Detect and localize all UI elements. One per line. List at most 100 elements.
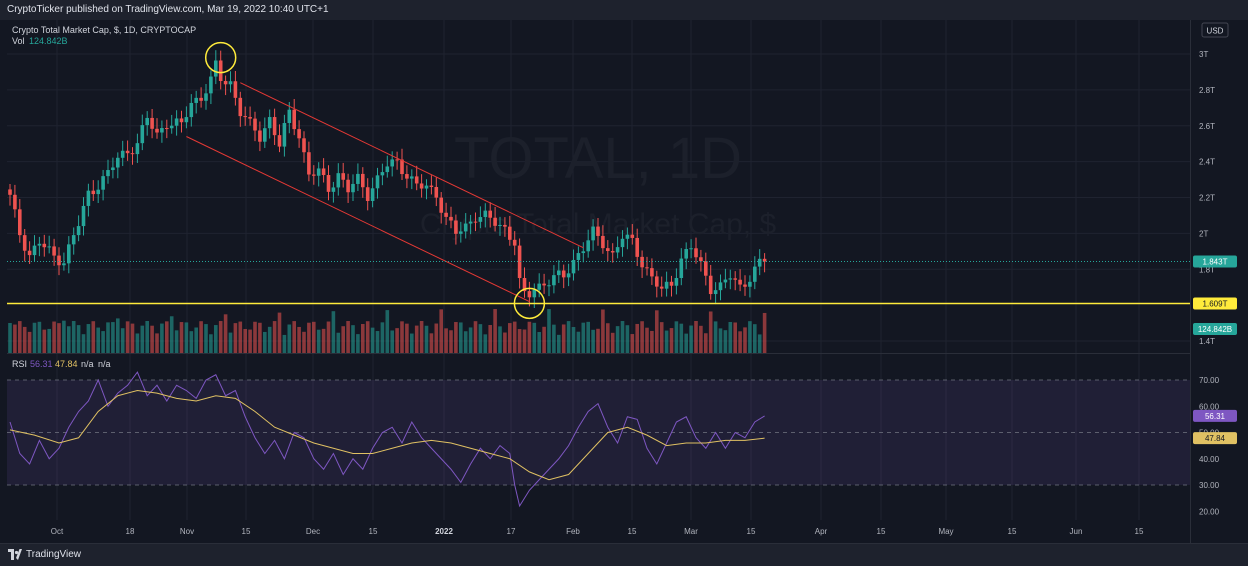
volume-bar	[380, 322, 385, 353]
candle-body	[620, 238, 625, 248]
volume-bar	[679, 323, 684, 353]
volume-bar	[135, 333, 140, 353]
candle	[488, 202, 492, 228]
candle	[757, 249, 762, 276]
rsi-legend[interactable]: RSI 56.31 47.84 n/a n/a	[12, 359, 111, 369]
candle-body	[400, 159, 404, 175]
volume-bar	[571, 327, 576, 353]
candle	[493, 206, 497, 232]
volume-bar	[375, 331, 380, 353]
time-tick-label: Dec	[306, 527, 320, 536]
candle	[522, 267, 527, 298]
candle-body	[253, 118, 257, 131]
candle	[610, 243, 615, 263]
rsi-line	[9, 371, 765, 508]
candle-body	[728, 278, 733, 280]
candle	[135, 133, 140, 163]
candle-body	[204, 93, 208, 101]
time-tick-label: 18	[126, 527, 135, 536]
symbol-legend[interactable]: Crypto Total Market Cap, $, 1D, CRYPTOCA…	[12, 25, 196, 46]
candle-body	[576, 253, 581, 260]
candle	[76, 215, 81, 242]
candle-body	[463, 223, 468, 232]
candle	[395, 151, 399, 170]
candle	[169, 114, 174, 134]
candle	[606, 240, 610, 262]
time-tick-label: 15	[1135, 527, 1144, 536]
volume-bar	[91, 321, 96, 353]
volume-bar	[581, 322, 586, 353]
footer-bar: TradingView	[0, 543, 1248, 566]
candle	[356, 163, 360, 192]
candle-body	[22, 235, 27, 251]
candle	[13, 184, 17, 218]
rsi-value-badge: 56.31	[1193, 409, 1237, 422]
descending-channel[interactable]	[186, 82, 584, 302]
currency-frame	[1201, 22, 1229, 38]
volume-bar	[699, 325, 703, 353]
volume-bar	[238, 321, 243, 353]
candle-body	[106, 170, 110, 177]
candle	[145, 111, 149, 136]
volume-bar	[601, 309, 605, 353]
candle-body	[410, 176, 414, 179]
volume-bar	[400, 321, 404, 353]
volume-badge-text: 124.842B	[1198, 325, 1232, 334]
last-price-badge: 1.843T	[1193, 255, 1237, 268]
candle-body	[762, 258, 767, 262]
candle-body	[522, 278, 527, 292]
volume-bar	[478, 324, 483, 353]
candle	[71, 227, 76, 255]
candle-body	[130, 153, 135, 155]
volume-bar	[527, 321, 532, 353]
volume-bar	[664, 330, 669, 353]
candle	[165, 119, 169, 139]
candle	[449, 206, 453, 229]
candle	[32, 235, 37, 263]
candle-body	[194, 97, 198, 103]
candle-body	[258, 130, 262, 142]
candle	[150, 108, 154, 139]
candle	[194, 90, 198, 114]
candle-body	[434, 186, 439, 198]
volume-bar	[645, 327, 649, 353]
support-badge-text: 1.609T	[1203, 300, 1228, 309]
candle-body	[125, 150, 130, 154]
candle	[312, 165, 316, 185]
candle-body	[321, 168, 326, 176]
candle	[8, 184, 12, 206]
volume-bar	[106, 322, 110, 353]
candle-body	[380, 172, 385, 176]
volume-bar	[52, 321, 56, 353]
candle-body	[42, 243, 47, 248]
candle-body	[312, 174, 316, 176]
candle	[326, 165, 331, 201]
candle	[228, 71, 233, 93]
highlight-circle-bottom	[513, 287, 546, 320]
candle-body	[218, 60, 223, 82]
volume-bar	[659, 322, 664, 353]
candle	[664, 271, 669, 297]
volume-bar	[463, 331, 468, 353]
volume-bar	[566, 321, 571, 353]
candle	[679, 248, 684, 286]
channel-upper-line	[240, 82, 584, 249]
candle	[272, 108, 277, 145]
candle-body	[282, 123, 287, 147]
candle	[400, 148, 404, 181]
currency-badge[interactable]: USD	[1201, 22, 1229, 38]
candle-body	[385, 166, 390, 173]
candle-body	[478, 217, 483, 222]
chart-canvas[interactable]: TOTAL, 1D Crypto Total Market Cap, $ 3T2…	[0, 20, 1248, 543]
candle-body	[537, 283, 541, 290]
highlight-circles[interactable]	[204, 41, 546, 320]
volume-bar	[493, 309, 497, 353]
candle-body	[243, 116, 247, 118]
volume-bar	[576, 331, 581, 353]
candle-body	[169, 125, 174, 129]
volume-bar	[32, 322, 37, 353]
symbol-title: Crypto Total Market Cap, $, 1D, CRYPTOCA…	[12, 25, 196, 35]
volume-bar	[263, 331, 267, 353]
candle	[199, 87, 203, 108]
candle	[581, 242, 586, 263]
